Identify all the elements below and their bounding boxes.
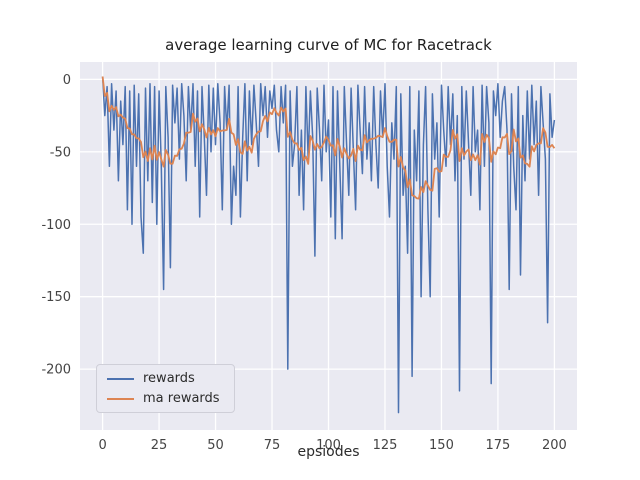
ma-rewards-line	[101, 76, 556, 200]
svg-text:25: 25	[151, 438, 168, 453]
svg-text:200: 200	[542, 438, 567, 453]
svg-text:-150: -150	[41, 290, 71, 305]
svg-text:-50: -50	[50, 145, 71, 160]
legend-label-rewards: rewards	[143, 371, 195, 386]
svg-text:-100: -100	[41, 218, 71, 233]
svg-text:75: 75	[264, 438, 281, 453]
x-axis-label: epsiodes	[297, 444, 360, 460]
svg-text:175: 175	[486, 438, 511, 453]
legend: rewards ma rewards	[96, 364, 235, 413]
ma-rewards-line-swatch	[107, 397, 134, 400]
svg-text:-200: -200	[41, 363, 71, 378]
rewards-line	[101, 76, 556, 414]
chart-title: average learning curve of MC for Racetra…	[165, 36, 492, 54]
legend-item-rewards: rewards	[107, 372, 220, 385]
svg-text:0: 0	[98, 438, 106, 453]
svg-text:50: 50	[207, 438, 224, 453]
svg-text:0: 0	[63, 73, 71, 88]
svg-text:125: 125	[373, 438, 398, 453]
legend-label-ma-rewards: ma rewards	[143, 391, 220, 406]
rewards-line-swatch	[107, 377, 134, 380]
legend-item-ma-rewards: ma rewards	[107, 392, 220, 405]
svg-text:100: 100	[316, 438, 341, 453]
svg-text:150: 150	[429, 438, 454, 453]
